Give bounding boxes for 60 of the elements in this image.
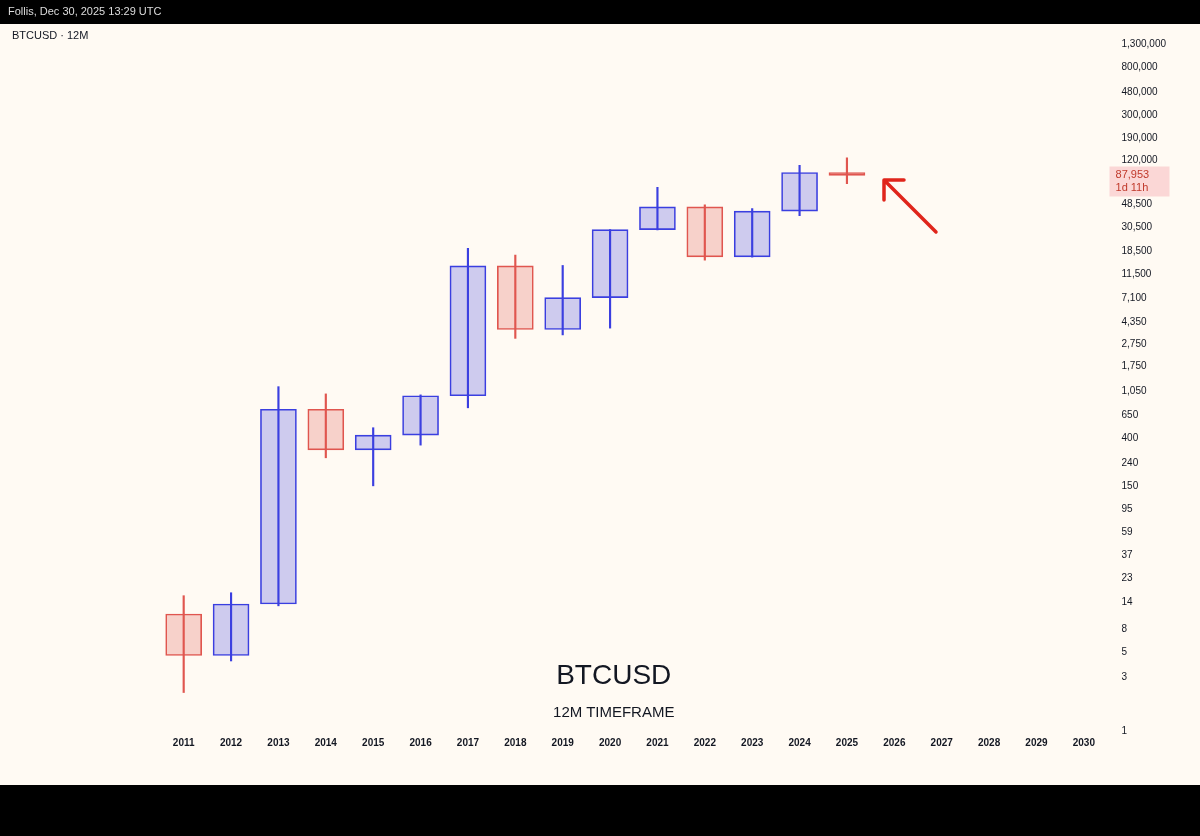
candlestick [402, 394, 439, 446]
x-tick-label: 2027 [930, 736, 954, 748]
y-tick-label: 7,100 [1121, 292, 1147, 303]
y-tick-label: 300,000 [1121, 109, 1159, 121]
x-tick-label: 2019 [551, 736, 575, 748]
y-tick-label: 11,500 [1121, 268, 1152, 280]
x-tick-label: 2029 [1025, 736, 1049, 748]
y-tick-label: 59 [1121, 525, 1134, 537]
y-tick-label: 1,300,000 [1121, 37, 1167, 49]
candlestick [165, 595, 203, 693]
x-tick-label: 2018 [504, 736, 527, 748]
y-tick-label: 1,750 [1121, 360, 1147, 372]
x-tick-label: 2026 [883, 736, 906, 748]
x-tick-label: 2022 [693, 736, 717, 748]
x-tick-label: 2030 [1072, 736, 1096, 748]
y-tick-label: 480,000 [1121, 86, 1159, 98]
text: BTCUSD [556, 658, 672, 690]
x-tick-label: 2021 [646, 736, 669, 748]
y-tick-label: 23 [1121, 571, 1134, 583]
candlestick [449, 248, 487, 409]
y-tick-label: 30,500 [1121, 220, 1153, 232]
x-tick-label: 2023 [741, 736, 764, 748]
candlestick [639, 186, 676, 231]
y-tick-label: 5 [1121, 646, 1128, 658]
x-tick-label: 2015 [362, 736, 385, 748]
x-tick-label: 2024 [788, 736, 812, 748]
y-tick-label: 4,350 [1121, 315, 1147, 327]
y-tick-label: 1 [1121, 724, 1128, 736]
y-tick-label: 37 [1121, 548, 1134, 560]
x-tick-label: 2028 [977, 736, 1001, 748]
text: 1d 11h [1115, 181, 1149, 194]
x-tick-label: 2020 [598, 736, 622, 748]
y-tick-label: 14 [1121, 595, 1134, 607]
text: Follis, Dec 30, 2025 13:29 UTC [8, 5, 162, 17]
y-tick-label: 240 [1121, 457, 1139, 469]
x-tick-label: 2014 [314, 736, 338, 748]
y-tick-label: 8 [1121, 623, 1128, 635]
x-tick-label: 2013 [267, 736, 290, 748]
y-tick-label: 3 [1121, 671, 1128, 683]
annotation: 12M TIMEFRAME [553, 703, 675, 721]
y-tick-label: 800,000 [1121, 61, 1159, 73]
y-tick-label: 1,050 [1121, 385, 1147, 397]
y-tick-label: 95 [1121, 502, 1134, 514]
y-tick-label: 120,000 [1121, 154, 1159, 166]
y-tick-label: 400 [1121, 432, 1139, 444]
y-tick-label: 18,500 [1121, 245, 1153, 257]
y-tick-label: 48,500 [1121, 198, 1153, 210]
text: 87,953 [1115, 168, 1150, 181]
candlestick [781, 164, 818, 217]
y-tick-label: 150 [1121, 480, 1139, 492]
x-tick-label: 2017 [456, 736, 480, 748]
y-tick-label: 190,000 [1121, 131, 1159, 143]
x-tick-label: 2011 [172, 736, 195, 748]
x-tick-label: 2012 [219, 736, 243, 748]
x-tick-label: 2025 [835, 736, 859, 748]
x-tick-label: 2016 [409, 736, 433, 748]
y-tick-label: 2,750 [1121, 338, 1147, 350]
text: BTCUSD · 12M [12, 29, 89, 42]
candlestick [260, 386, 297, 607]
y-tick-label: 650 [1121, 408, 1139, 420]
